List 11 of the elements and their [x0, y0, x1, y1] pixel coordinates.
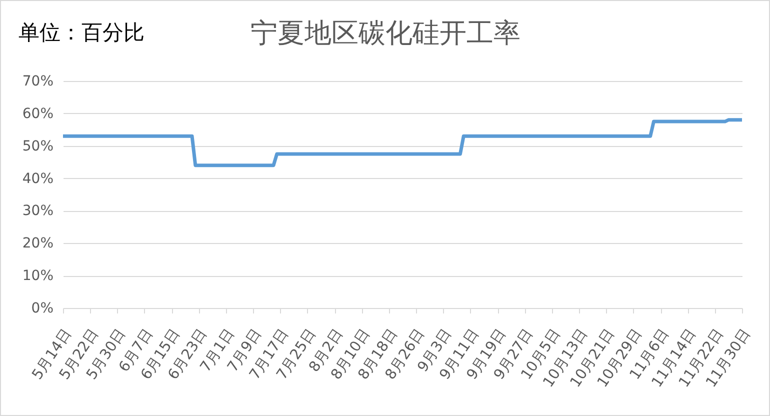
y-tick-label: 50%: [22, 138, 54, 154]
y-axis-title: 单位：百分比: [18, 20, 144, 44]
line-series: [61, 118, 744, 168]
y-tick-label: 60%: [22, 106, 54, 122]
chart-title: 宁夏地区碳化硅开工率: [250, 18, 520, 49]
y-tick-label: 10%: [22, 268, 54, 284]
y-tick-label: 20%: [22, 236, 54, 252]
y-tick-label: 70%: [22, 74, 54, 90]
y-tick-label: 40%: [22, 170, 54, 187]
y-tick-label: 0%: [31, 300, 54, 316]
y-tick-label: 30%: [22, 203, 54, 220]
